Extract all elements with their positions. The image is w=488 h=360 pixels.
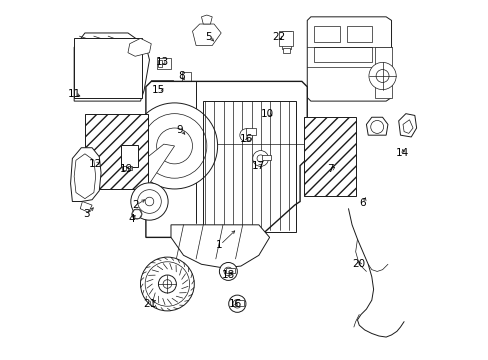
Bar bbox=[122, 166, 126, 170]
Text: 8: 8 bbox=[178, 71, 184, 81]
Circle shape bbox=[252, 150, 268, 166]
Polygon shape bbox=[171, 225, 269, 268]
Polygon shape bbox=[74, 154, 96, 199]
Bar bbox=[314, 47, 371, 62]
Circle shape bbox=[368, 62, 395, 90]
Polygon shape bbox=[74, 33, 149, 101]
Polygon shape bbox=[375, 47, 391, 98]
Text: 22: 22 bbox=[271, 32, 285, 41]
Polygon shape bbox=[260, 103, 278, 116]
Polygon shape bbox=[402, 120, 412, 134]
Bar bbox=[156, 58, 171, 69]
Text: 21: 21 bbox=[142, 299, 156, 309]
Polygon shape bbox=[192, 24, 221, 45]
Text: 16: 16 bbox=[228, 299, 242, 309]
Text: 14: 14 bbox=[395, 148, 408, 158]
Bar bbox=[121, 145, 138, 167]
Text: 20: 20 bbox=[352, 259, 365, 269]
Circle shape bbox=[137, 190, 161, 213]
Circle shape bbox=[140, 257, 194, 311]
Circle shape bbox=[145, 262, 189, 306]
Text: 4: 4 bbox=[128, 215, 135, 224]
Text: 12: 12 bbox=[89, 159, 102, 169]
Bar bbox=[85, 114, 147, 189]
Text: 9: 9 bbox=[176, 125, 183, 135]
Bar bbox=[303, 117, 355, 196]
Text: 15: 15 bbox=[151, 85, 165, 95]
Circle shape bbox=[145, 197, 153, 206]
Circle shape bbox=[375, 69, 388, 82]
Bar bbox=[283, 48, 289, 53]
Text: 2: 2 bbox=[132, 200, 138, 210]
Bar bbox=[225, 268, 234, 273]
Text: 6: 6 bbox=[359, 198, 366, 208]
Polygon shape bbox=[80, 202, 92, 212]
Polygon shape bbox=[145, 144, 174, 189]
Text: 11: 11 bbox=[67, 89, 81, 99]
Text: 18: 18 bbox=[221, 270, 235, 280]
Polygon shape bbox=[132, 210, 142, 219]
Bar bbox=[158, 60, 162, 67]
Circle shape bbox=[131, 183, 168, 220]
Text: 7: 7 bbox=[326, 164, 333, 174]
Circle shape bbox=[132, 209, 142, 219]
Bar bbox=[245, 129, 255, 135]
Bar bbox=[234, 301, 244, 306]
Circle shape bbox=[163, 280, 171, 288]
Circle shape bbox=[370, 121, 383, 134]
Circle shape bbox=[228, 295, 245, 312]
Polygon shape bbox=[128, 39, 151, 56]
Text: 17: 17 bbox=[252, 161, 265, 171]
Circle shape bbox=[224, 267, 232, 276]
Circle shape bbox=[233, 300, 241, 308]
Polygon shape bbox=[398, 114, 416, 137]
Text: 3: 3 bbox=[83, 209, 90, 219]
Text: 10: 10 bbox=[261, 109, 274, 119]
Polygon shape bbox=[201, 15, 212, 24]
Polygon shape bbox=[70, 148, 101, 202]
Circle shape bbox=[239, 129, 252, 141]
Text: 13: 13 bbox=[155, 57, 168, 67]
Bar bbox=[74, 39, 142, 98]
Polygon shape bbox=[278, 31, 292, 45]
Bar bbox=[346, 26, 371, 42]
Bar bbox=[128, 166, 132, 170]
Polygon shape bbox=[366, 117, 387, 135]
Text: 5: 5 bbox=[205, 32, 211, 41]
Circle shape bbox=[158, 275, 176, 293]
Polygon shape bbox=[145, 81, 306, 237]
Circle shape bbox=[257, 155, 264, 162]
Bar bbox=[182, 72, 190, 83]
Circle shape bbox=[142, 114, 206, 178]
Bar bbox=[261, 155, 270, 160]
Bar bbox=[151, 80, 172, 92]
Text: 19: 19 bbox=[119, 164, 133, 174]
Bar bbox=[282, 31, 290, 49]
Circle shape bbox=[131, 103, 217, 189]
Polygon shape bbox=[306, 17, 391, 101]
Circle shape bbox=[156, 128, 192, 164]
Text: 1: 1 bbox=[216, 239, 222, 249]
Circle shape bbox=[219, 262, 237, 280]
Text: 16: 16 bbox=[239, 134, 252, 144]
Bar bbox=[314, 26, 339, 42]
Bar bbox=[203, 101, 296, 232]
